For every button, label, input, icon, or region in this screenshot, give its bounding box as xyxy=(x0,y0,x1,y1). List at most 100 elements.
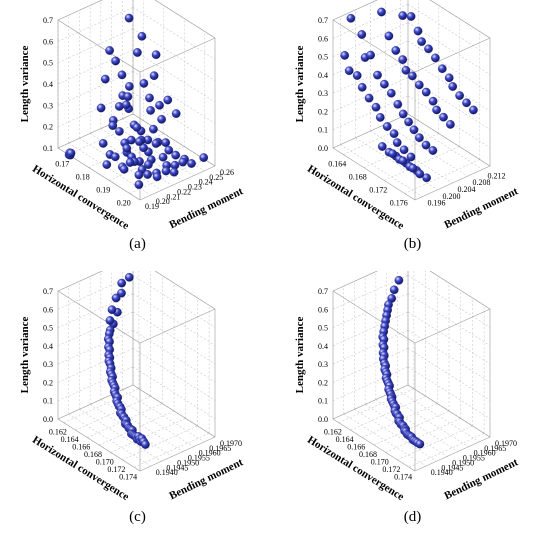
z-tick-label: 0.1 xyxy=(318,126,328,135)
data-point xyxy=(161,138,171,147)
data-point xyxy=(110,152,120,162)
panel-d: 0.0 0.1 0.2 0.3 0.4 0.5 0.6 0.7 0.162 0.164 0.166 0… xyxy=(275,271,550,541)
data-point xyxy=(151,50,161,60)
data-point xyxy=(398,109,408,119)
data-point xyxy=(171,150,181,160)
data-point xyxy=(124,272,134,282)
x-tick-label: 0.164 xyxy=(336,435,354,444)
data-point xyxy=(408,163,418,173)
data-point xyxy=(134,170,144,180)
data-point xyxy=(432,105,441,115)
data-point xyxy=(149,71,159,81)
data-point xyxy=(115,127,124,136)
data-point xyxy=(382,122,392,131)
data-point xyxy=(163,95,173,105)
data-point xyxy=(415,439,425,449)
data-point xyxy=(133,48,142,57)
y-tick-label: 0.1945 xyxy=(441,463,463,472)
panel-a: 0.1 0.2 0.3 0.4 0.5 0.6 0.7 0.17 0.18 0.19 0.20 0.1… xyxy=(0,0,275,270)
z-axis-title: Length variance xyxy=(294,317,306,394)
z-tick-label: 0.4 xyxy=(43,342,53,351)
y-tick-label: 0.1940 xyxy=(156,468,178,477)
z-tick-label: 0.4 xyxy=(318,71,328,80)
data-point xyxy=(139,79,149,88)
data-point xyxy=(357,30,367,39)
data-point xyxy=(123,92,133,101)
data-point xyxy=(428,146,438,155)
x-tick-label: 0.166 xyxy=(347,443,365,452)
panel-b-caption: (b) xyxy=(403,236,422,252)
x-tick-label: 0.172 xyxy=(369,186,387,195)
x-tick-label: 0.172 xyxy=(107,465,125,474)
data-point xyxy=(444,73,454,83)
y-tick-label: 0.25 xyxy=(209,173,223,182)
y-tick-label: 0.23 xyxy=(188,183,202,192)
z-tick-label: 0.5 xyxy=(318,324,328,333)
y-tick-label: 0.26 xyxy=(220,168,234,177)
panel-d-caption: (d) xyxy=(403,509,422,525)
z-tick-label: 0.3 xyxy=(318,360,328,369)
data-point xyxy=(122,143,132,153)
y-tick-label: 0.19 xyxy=(145,202,159,211)
z-tick-label: 0.1 xyxy=(318,397,328,406)
data-point xyxy=(421,140,431,150)
y-tick-label: 0.1960 xyxy=(199,449,221,458)
data-point xyxy=(155,100,164,110)
data-point xyxy=(437,64,447,74)
chart-b: 0.00.10.20.30.40.50.60.70.1640.1680.1720… xyxy=(294,0,520,232)
data-point xyxy=(199,153,209,162)
z-tick-label: 0.2 xyxy=(318,378,328,387)
data-point xyxy=(404,117,413,127)
x-tick-label: 0.162 xyxy=(49,428,67,437)
y-tick-label: 0.1965 xyxy=(209,444,231,453)
data-point xyxy=(448,82,458,91)
chart-d: 0.00.10.20.30.40.50.60.70.1620.1640.1660… xyxy=(294,271,520,503)
y-tick-label: 0.20 xyxy=(156,197,170,206)
x-tick-label: 0.174 xyxy=(394,472,412,481)
y-tick-label: 0.1970 xyxy=(220,439,242,448)
z-tick-label: 0.4 xyxy=(43,80,53,89)
data-point xyxy=(111,56,120,66)
data-point xyxy=(171,109,181,118)
data-point xyxy=(134,180,144,189)
data-point xyxy=(117,278,127,288)
z-tick-label: 0.6 xyxy=(318,34,328,43)
grid xyxy=(332,0,491,201)
z-tick-label: 0.2 xyxy=(318,107,328,116)
data-point xyxy=(414,80,424,90)
z-tick-label: 0.6 xyxy=(43,305,53,314)
z-tick-label: 0.1 xyxy=(43,397,53,406)
data-point xyxy=(340,51,350,60)
chart-a: 0.10.20.30.40.50.60.70.170.180.190.20 0.1… xyxy=(19,0,245,232)
data-point xyxy=(346,13,356,23)
data-point xyxy=(125,82,134,91)
tick-labels: 0.00.10.20.30.40.50.60.70.1620.1640.1660… xyxy=(318,287,517,481)
data-point xyxy=(398,11,408,20)
data-point xyxy=(121,100,131,110)
z-tick-label: 0.0 xyxy=(318,144,328,153)
data-point xyxy=(366,50,375,60)
z-tick-label: 0.7 xyxy=(318,16,328,25)
z-tick-label: 0.0 xyxy=(43,415,53,424)
data-point xyxy=(146,106,155,115)
y-tick-label: 0.196 xyxy=(428,199,446,208)
y-tick-label: 0.208 xyxy=(473,178,491,187)
data-point xyxy=(100,74,110,84)
x-tick-label: 0.168 xyxy=(349,173,367,182)
y-tick-label: 0.1955 xyxy=(188,454,210,463)
data-point xyxy=(469,105,478,115)
x-tick-label: 0.166 xyxy=(72,443,90,452)
data-point xyxy=(102,160,112,169)
z-tick-label: 0.1 xyxy=(43,144,53,153)
data-point xyxy=(422,173,431,183)
data-point xyxy=(388,149,397,159)
z-tick-label: 0.6 xyxy=(43,37,53,46)
z-tick-label: 0.3 xyxy=(43,360,53,369)
data-point xyxy=(161,166,171,176)
z-tick-label: 0.3 xyxy=(43,101,53,110)
data-point xyxy=(421,87,431,97)
y-tick-label: 0.204 xyxy=(458,185,476,194)
z-tick-label: 0.2 xyxy=(43,123,53,132)
y-tick-label: 0.1950 xyxy=(452,458,474,467)
data-point xyxy=(107,305,117,315)
